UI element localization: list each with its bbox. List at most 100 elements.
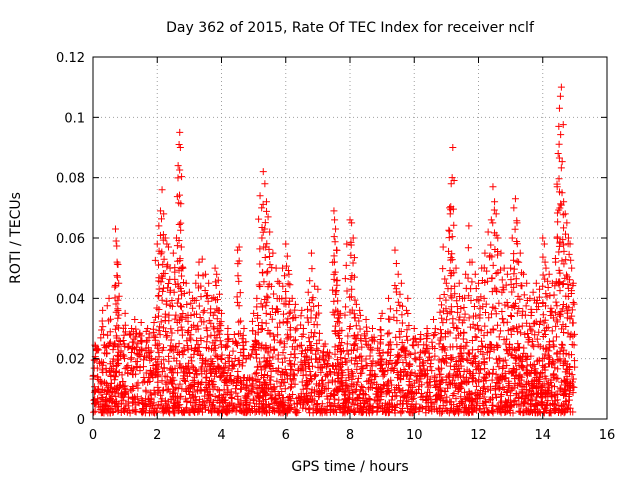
roti-marker-trail [528, 308, 536, 316]
roti-marker-trail [276, 339, 284, 347]
roti-marker-trail [548, 308, 556, 316]
dense-band-marker [460, 404, 468, 412]
dense-band-marker [163, 402, 171, 410]
dense-band-marker [99, 402, 107, 410]
dense-band-marker [228, 365, 236, 373]
x-tick-label: 6 [282, 428, 290, 443]
roti-marker [272, 264, 280, 272]
y-tick-label: 0.04 [56, 292, 85, 307]
dense-band-marker [528, 367, 536, 375]
roti-marker-trail [351, 296, 359, 304]
dense-band-marker [160, 364, 168, 372]
roti-marker [378, 309, 386, 317]
dense-band-marker [146, 389, 154, 397]
dense-band-marker [203, 344, 211, 352]
roti-marker-trail [261, 219, 269, 227]
dense-band-marker [90, 371, 98, 379]
dense-band-marker [201, 367, 209, 375]
roti-marker-trail [177, 226, 185, 234]
roti-marker [529, 288, 537, 296]
roti-marker-trail [385, 329, 393, 337]
dense-band-marker [388, 359, 396, 367]
dense-band-marker [326, 349, 334, 357]
dense-band-marker [352, 396, 360, 404]
roti-marker-trail [548, 327, 556, 335]
roti-marker-trail [436, 326, 444, 334]
dense-band-marker [279, 349, 287, 357]
dense-band-marker [511, 396, 519, 404]
dense-band-marker [250, 343, 258, 351]
dense-band-marker [403, 400, 411, 408]
dense-band-marker [522, 352, 530, 360]
dense-band-marker [393, 392, 401, 400]
roti-marker-trail [398, 319, 406, 327]
roti-marker-trail [162, 333, 170, 341]
roti-marker-trail [553, 302, 561, 310]
roti-marker-trail [546, 292, 554, 300]
dense-band-marker [202, 405, 210, 413]
dense-band-marker [398, 345, 406, 353]
dense-band-marker [313, 402, 321, 410]
roti-marker [430, 315, 438, 323]
dense-band-marker [108, 405, 116, 413]
roti-marker [234, 246, 242, 254]
dense-band-marker [542, 393, 550, 401]
roti-marker [510, 204, 518, 212]
roti-marker-trail [492, 310, 500, 318]
roti-marker-trail [279, 310, 287, 318]
dense-band-marker [431, 395, 439, 403]
dense-band-marker [360, 399, 368, 407]
roti-marker-trail [499, 315, 507, 323]
dense-band-marker [473, 363, 481, 371]
dense-band-marker [457, 393, 465, 401]
y-tick-label: 0 [77, 413, 85, 428]
dense-band-marker [224, 408, 232, 416]
dense-band-marker [173, 393, 181, 401]
roti-marker-trail [160, 255, 168, 263]
roti-marker [475, 279, 482, 287]
dense-band-marker [543, 386, 551, 394]
roti-marker-trail [291, 306, 299, 314]
roti-marker-trail [342, 303, 350, 311]
roti-marker-trail [396, 333, 404, 341]
dense-band-marker [248, 388, 256, 396]
roti-marker-trail [559, 121, 567, 129]
dense-band-marker [184, 346, 192, 354]
roti-marker-trail [492, 286, 500, 294]
roti-marker-trail [285, 309, 293, 317]
roti-marker-trail [398, 311, 406, 319]
dense-band-marker [331, 350, 339, 358]
roti-marker-trail [155, 306, 163, 314]
dense-band-marker [312, 408, 320, 416]
dense-band-marker [327, 401, 335, 409]
roti-marker-trail [438, 314, 446, 322]
dense-band-marker [144, 395, 152, 403]
roti-marker [285, 270, 293, 278]
dense-band-marker [496, 399, 504, 407]
roti-marker-trail [369, 336, 377, 344]
dense-band-marker [160, 344, 168, 352]
roti-marker-trail [492, 269, 500, 277]
dense-band-marker [203, 373, 211, 381]
roti-marker-trail [236, 289, 244, 297]
roti-marker-trail [495, 333, 503, 341]
dense-band-marker [221, 378, 229, 386]
dense-band-marker [373, 380, 381, 388]
roti-marker-trail [330, 258, 338, 266]
dense-band-marker [497, 390, 505, 398]
roti-marker-trail [115, 292, 123, 300]
roti-marker [385, 294, 393, 302]
roti-marker-trail [183, 301, 191, 309]
roti-marker-trail [161, 269, 169, 277]
dense-band-marker [424, 399, 432, 407]
dense-band-marker [124, 362, 132, 370]
roti-marker-trail [356, 325, 364, 333]
roti-marker-trail [280, 272, 288, 280]
dense-band-marker [518, 357, 526, 365]
dense-band-marker [258, 409, 266, 417]
roti-marker [508, 234, 516, 242]
dense-band-marker [510, 397, 518, 405]
dense-band-marker [522, 394, 530, 402]
roti-marker-trail [482, 300, 490, 308]
dense-band-marker [438, 376, 446, 384]
